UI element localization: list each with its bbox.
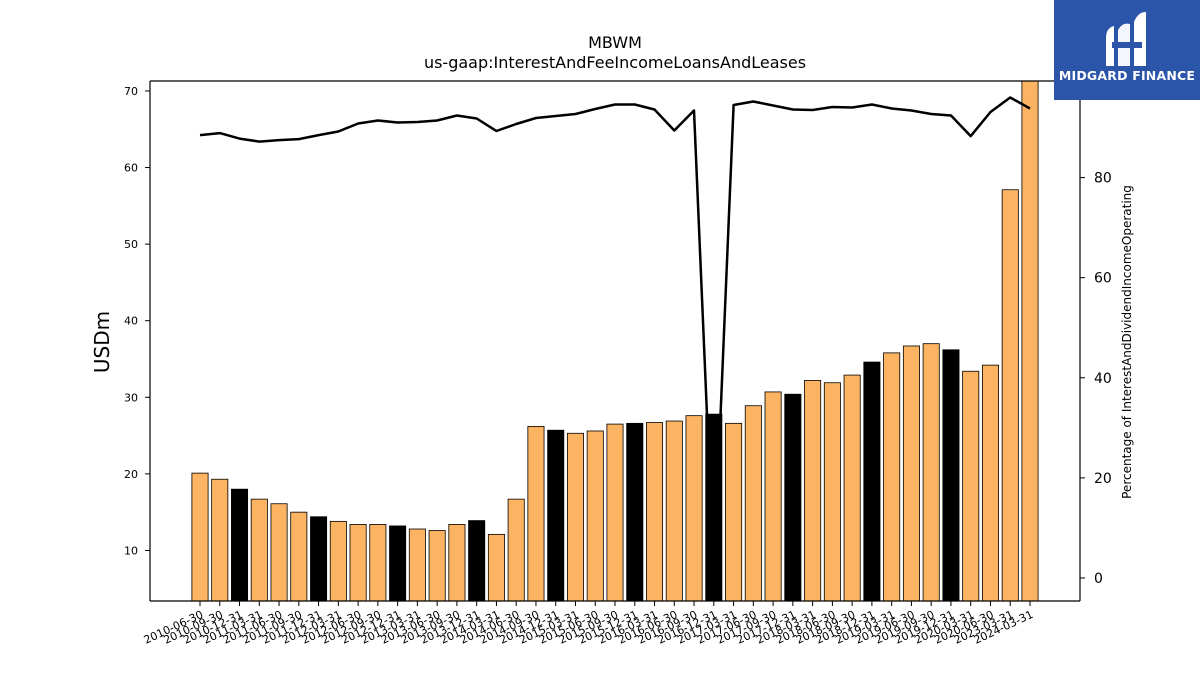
y-tick-label: 20 (124, 468, 138, 481)
bar-2013-09-30 (448, 524, 466, 602)
bar-2020-03-31 (962, 370, 980, 602)
y-tick-label: 60 (124, 162, 138, 175)
bar-2020-06-30 (981, 364, 999, 602)
y2-axis-label: Percentage of InterestAndDividendIncomeO… (1120, 185, 1134, 499)
y2-tick-label: 0 (1094, 571, 1103, 587)
bar-2019-03-31 (883, 352, 901, 602)
bar-2015-03-31 (566, 432, 584, 602)
y-tick-label: 50 (124, 238, 138, 251)
y2-tick-label: 40 (1094, 371, 1112, 387)
y-axis-label: USDm (90, 311, 114, 373)
bar-layer (191, 80, 1039, 602)
bar-2011-03-31 (250, 498, 268, 602)
bar-2011-09-30 (290, 511, 308, 602)
bar-2016-09-30 (685, 415, 703, 602)
bar-2017-06-30 (744, 405, 762, 602)
bar-2012-06-30 (349, 524, 367, 602)
bar-2012-12-31 (389, 525, 407, 602)
bar-2018-06-30 (823, 382, 841, 602)
y-tick-label: 40 (124, 315, 138, 328)
bar-2014-12-31 (547, 429, 565, 602)
y-tick-label: 70 (124, 85, 138, 98)
brand-mark-icon (1106, 12, 1146, 67)
bar-2016-03-31 (646, 422, 664, 602)
y-tick-label: 30 (124, 391, 138, 404)
brand-name: MIDGARD FINANCE (1058, 68, 1196, 83)
bar-2019-12-31 (942, 349, 960, 602)
y2-tick-label: 80 (1094, 171, 1112, 187)
y-tick-label: 10 (124, 544, 138, 557)
y2-tick-label: 20 (1094, 471, 1112, 487)
bar-2018-03-31 (804, 380, 822, 602)
bar-2014-06-30 (507, 498, 525, 602)
bar-2018-09-30 (843, 374, 861, 602)
bar-2023-03-31 (1001, 189, 1019, 602)
bar-2015-06-30 (586, 430, 604, 602)
series-line (199, 96, 1031, 576)
axes-layer: 102030405060700204060802010-06-302010-09… (124, 80, 1112, 647)
bar-2010-06-30 (191, 472, 209, 602)
bar-2017-03-31 (725, 422, 743, 602)
bar-2018-12-31 (863, 361, 881, 602)
y2-tick-label: 60 (1094, 271, 1112, 287)
bar-2012-09-30 (369, 524, 387, 602)
bar-2019-09-30 (922, 343, 940, 602)
bar-2011-06-30 (270, 503, 288, 602)
line-layer (199, 96, 1031, 576)
bar-2019-06-30 (902, 345, 920, 602)
bar-2010-12-31 (231, 488, 249, 602)
bar-2024-03-31 (1021, 80, 1039, 602)
bar-2017-12-31 (784, 393, 802, 602)
bar-2013-06-30 (428, 530, 446, 602)
chart-title: MBWM (588, 33, 642, 52)
bar-2017-09-30 (764, 391, 782, 602)
bar-2015-09-30 (606, 423, 624, 602)
brand-logo: MIDGARD FINANCE (1054, 0, 1200, 100)
bar-2016-06-30 (665, 420, 683, 602)
chart-subtitle: us-gaap:InterestAndFeeIncomeLoansAndLeas… (423, 53, 807, 72)
bar-2012-03-31 (329, 520, 347, 602)
bar-2010-09-30 (211, 478, 229, 602)
bar-2013-03-31 (408, 528, 426, 602)
bar-2011-12-31 (310, 516, 328, 602)
bar-2015-12-31 (626, 422, 644, 602)
bar-2014-09-30 (527, 425, 545, 602)
bar-2014-03-31 (487, 533, 505, 602)
bar-2013-12-31 (468, 520, 486, 602)
